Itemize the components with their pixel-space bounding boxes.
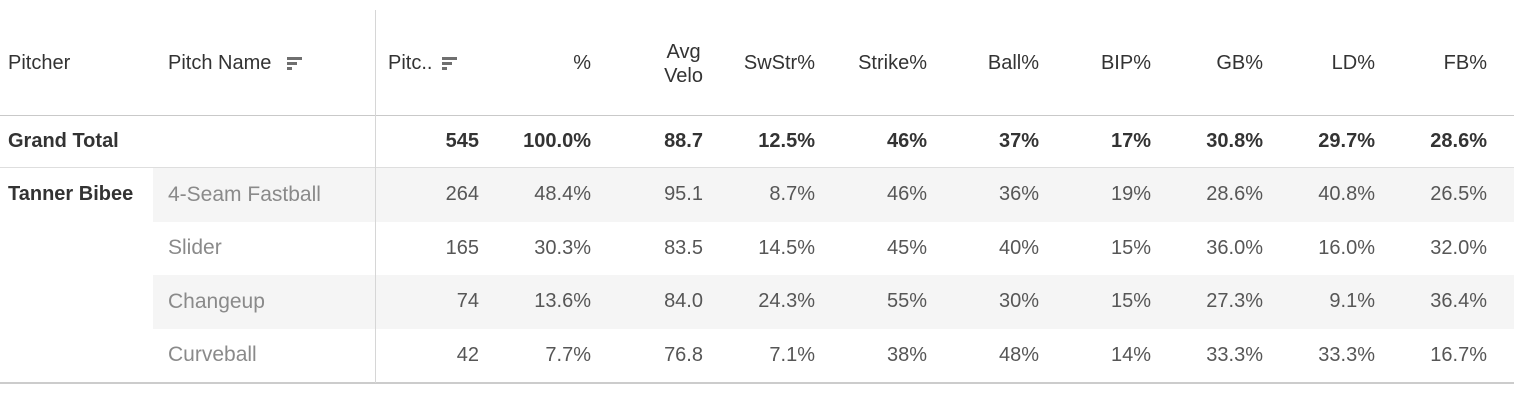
col-header-pitch-name[interactable]: Pitch Name: [153, 0, 375, 115]
sort-descending-bars-icon[interactable]: [442, 57, 458, 70]
cell-strike[interactable]: 38%: [886, 343, 927, 366]
pitch-name-cell[interactable]: Curveball: [168, 343, 257, 367]
col-header-avg-velo[interactable]: Avg Velo: [599, 0, 711, 115]
cell-swstr[interactable]: 7.1%: [769, 343, 815, 366]
cell-strike[interactable]: 55%: [886, 290, 927, 313]
cell-fb[interactable]: 36.4%: [1430, 290, 1487, 313]
cell-strike[interactable]: 45%: [886, 236, 927, 259]
sort-descending-bars-icon[interactable]: [287, 57, 303, 70]
column-divider: [375, 10, 376, 383]
col-header-pct[interactable]: %: [573, 52, 591, 74]
pitch-name-cell[interactable]: Changeup: [168, 289, 265, 313]
table-row: Curveball 42 7.7% 76.8 7.1% 38% 48% 14% …: [0, 328, 1514, 382]
grand-total-label[interactable]: Grand Total: [0, 116, 153, 167]
table-row: Tanner Bibee 4-Seam Fastball 264 48.4% 9…: [0, 168, 1514, 222]
col-header-fb[interactable]: FB%: [1443, 52, 1487, 74]
col-header-pitches-label: Pitc..: [388, 52, 433, 74]
grand-total-strike[interactable]: 46%: [886, 130, 927, 152]
cell-pitches[interactable]: 264: [445, 183, 479, 206]
grand-total-pct[interactable]: 100.0%: [523, 130, 591, 152]
cell-swstr[interactable]: 8.7%: [769, 183, 815, 206]
table-header-row: Pitcher Pitch Name Pitc.. % Avg Velo: [0, 0, 1514, 116]
cell-pct[interactable]: 13.6%: [534, 290, 591, 313]
grand-total-pitches[interactable]: 545: [445, 130, 479, 152]
cell-bip[interactable]: 15%: [1110, 236, 1151, 259]
cell-bip[interactable]: 14%: [1110, 343, 1151, 366]
cell-gb[interactable]: 28.6%: [1206, 183, 1263, 206]
cell-ld[interactable]: 33.3%: [1318, 343, 1375, 366]
col-header-bip[interactable]: BIP%: [1100, 52, 1151, 74]
cell-ball[interactable]: 36%: [998, 183, 1039, 206]
cell-pct[interactable]: 7.7%: [545, 343, 591, 366]
cell-ball[interactable]: 48%: [998, 343, 1039, 366]
cell-avg-velo[interactable]: 95.1: [664, 183, 703, 206]
cell-fb[interactable]: 32.0%: [1430, 236, 1487, 259]
cell-avg-velo[interactable]: 84.0: [664, 290, 703, 313]
col-header-avg-velo-line2: Velo: [664, 64, 703, 87]
col-header-swstr[interactable]: SwStr%: [743, 52, 815, 74]
pitch-name-cell[interactable]: 4-Seam Fastball: [168, 182, 321, 206]
pitch-name-cell[interactable]: Slider: [168, 236, 222, 260]
cell-strike[interactable]: 46%: [886, 183, 927, 206]
cell-pct[interactable]: 48.4%: [534, 183, 591, 206]
cell-swstr[interactable]: 24.3%: [758, 290, 815, 313]
cell-ld[interactable]: 40.8%: [1318, 183, 1375, 206]
col-header-pitch-name-label: Pitch Name: [168, 52, 272, 74]
cell-avg-velo[interactable]: 83.5: [664, 236, 703, 259]
cell-ld[interactable]: 9.1%: [1329, 290, 1375, 313]
cell-pitches[interactable]: 165: [445, 236, 479, 259]
cell-swstr[interactable]: 14.5%: [758, 236, 815, 259]
col-header-pitches[interactable]: Pitc..: [375, 0, 487, 115]
cell-fb[interactable]: 26.5%: [1430, 183, 1487, 206]
table-row: Changeup 74 13.6% 84.0 24.3% 55% 30% 15%…: [0, 275, 1514, 329]
cell-pitches[interactable]: 74: [456, 290, 479, 313]
col-header-ball[interactable]: Ball%: [987, 52, 1039, 74]
col-header-strike[interactable]: Strike%: [858, 52, 927, 74]
grand-total-ld[interactable]: 29.7%: [1318, 130, 1375, 152]
grand-total-swstr[interactable]: 12.5%: [758, 130, 815, 152]
cell-gb[interactable]: 27.3%: [1206, 290, 1263, 313]
cell-pct[interactable]: 30.3%: [534, 236, 591, 259]
cell-gb[interactable]: 33.3%: [1206, 343, 1263, 366]
cell-ball[interactable]: 30%: [998, 290, 1039, 313]
col-header-avg-velo-line1: Avg: [666, 40, 701, 63]
cell-ld[interactable]: 16.0%: [1318, 236, 1375, 259]
grand-total-row: Grand Total 545 100.0% 88.7 12.5% 46% 37…: [0, 116, 1514, 168]
grand-total-bip[interactable]: 17%: [1110, 130, 1151, 152]
col-header-pitcher[interactable]: Pitcher: [0, 0, 153, 115]
cell-fb[interactable]: 16.7%: [1430, 343, 1487, 366]
cell-gb[interactable]: 36.0%: [1206, 236, 1263, 259]
table-bottom-border: [0, 382, 1514, 384]
cell-bip[interactable]: 19%: [1110, 183, 1151, 206]
grand-total-avg-velo[interactable]: 88.7: [664, 130, 703, 152]
grand-total-fb[interactable]: 28.6%: [1430, 130, 1487, 152]
col-header-ld[interactable]: LD%: [1331, 52, 1375, 74]
cell-pitches[interactable]: 42: [456, 343, 479, 366]
cell-ball[interactable]: 40%: [998, 236, 1039, 259]
col-header-gb[interactable]: GB%: [1216, 52, 1263, 74]
grand-total-gb[interactable]: 30.8%: [1206, 130, 1263, 152]
pitcher-name[interactable]: Tanner Bibee: [8, 183, 134, 206]
cell-bip[interactable]: 15%: [1110, 290, 1151, 313]
table-row: Slider 165 30.3% 83.5 14.5% 45% 40% 15% …: [0, 221, 1514, 275]
col-header-pitcher-label: Pitcher: [8, 52, 71, 74]
grand-total-ball[interactable]: 37%: [998, 130, 1039, 152]
cell-avg-velo[interactable]: 76.8: [664, 343, 703, 366]
